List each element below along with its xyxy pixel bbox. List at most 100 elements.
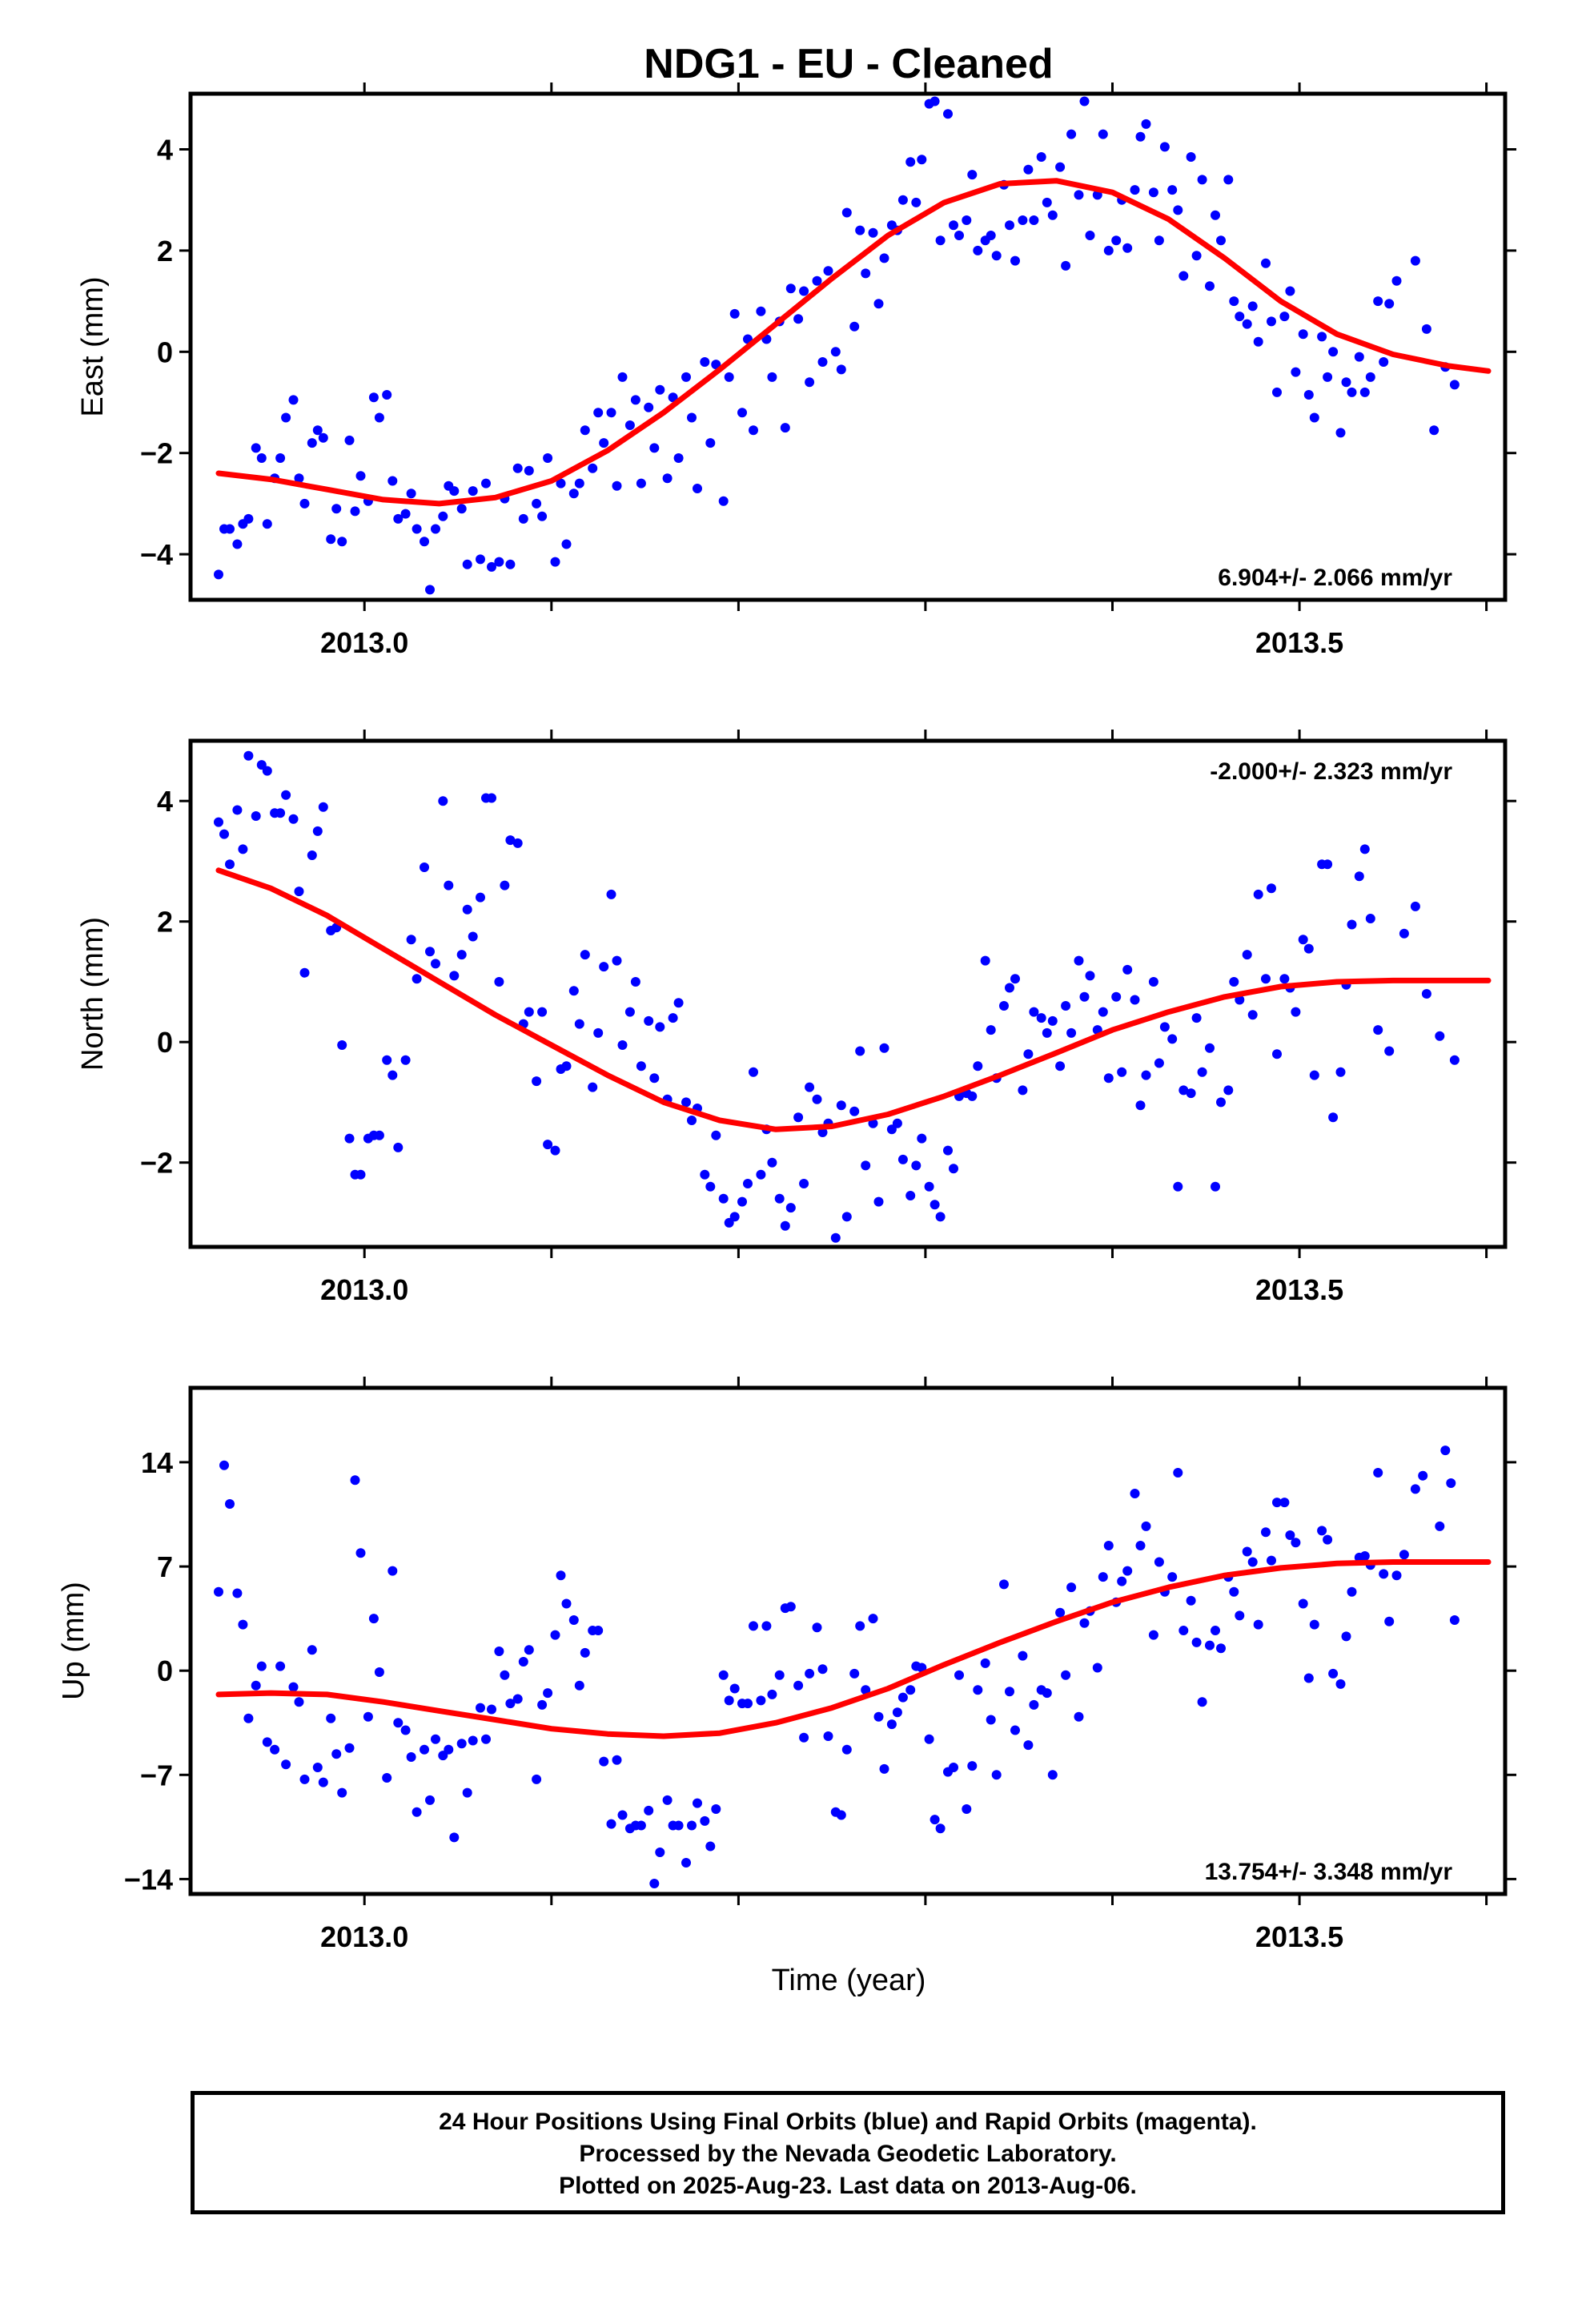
data-point [1309,1070,1319,1080]
chart-title: NDG1 - EU - Cleaned [644,41,1053,87]
data-point [1191,1637,1202,1647]
data-point [1103,1073,1114,1084]
data-point [1261,258,1271,268]
data-point [238,844,248,854]
data-point [476,892,485,903]
data-point [1042,197,1052,207]
data-point [700,1169,710,1180]
data-point [644,1805,654,1815]
data-point [793,1112,804,1123]
data-point [456,504,467,514]
data-point [1117,1067,1127,1077]
data-point [644,1015,654,1026]
panel-east: 2013.0 2013.5 −4 −2 0 2 4 East (mm) 6.904+/- 2.0… [76,82,1516,659]
data-point [368,1614,379,1624]
data-point [999,1579,1009,1590]
data-point [1279,974,1290,984]
data-point [700,357,710,367]
data-point [374,1130,384,1140]
data-point [251,811,261,821]
data-point [1223,175,1234,185]
data-point [1154,235,1164,246]
data-point [1111,991,1122,1002]
data-point [1291,1007,1301,1017]
data-point [1347,919,1357,930]
data-point [624,1007,635,1017]
data-point [1223,1085,1234,1096]
data-point [805,1668,815,1679]
data-point [624,420,635,430]
data-point [331,1749,342,1759]
note-line-3: Plotted on 2025-Aug-23. Last data on 201… [559,2173,1137,2199]
data-point [1205,1640,1215,1651]
data-point [312,826,323,836]
data-point [344,1743,355,1753]
data-point [326,1713,336,1723]
data-point [550,1630,560,1640]
data-point [462,559,472,569]
data-point [905,157,916,167]
data-point [487,1704,496,1715]
y-tick-label: 2 [157,906,173,939]
data-point [1309,412,1319,423]
data-point [1074,955,1084,966]
north-rate-label: -2.000+/- 2.323 mm/yr [1210,758,1452,785]
data-point [1122,243,1133,253]
data-point [705,438,716,448]
data-point [673,998,684,1008]
data-point [1055,162,1066,172]
data-point [749,1621,758,1631]
data-point [943,1145,953,1156]
data-point [1205,281,1215,292]
data-point [861,268,871,279]
data-point [1359,387,1370,397]
data-point [543,453,553,463]
data-point [1235,995,1245,1005]
x-tick-label: 2013.0 [320,626,408,659]
up-model-line [215,1559,1492,1739]
data-point [897,1154,908,1164]
data-point [868,227,878,238]
data-point [243,513,254,524]
data-point [1173,1181,1183,1192]
data-point [599,438,609,448]
data-point [400,1055,411,1065]
data-point [326,534,336,545]
data-point [617,1040,628,1050]
data-point [724,372,734,382]
data-point [262,519,272,529]
data-point [855,1046,865,1056]
data-point [568,1615,579,1625]
data-point [1328,1112,1339,1123]
data-point [705,1181,716,1192]
data-point [1410,1484,1420,1494]
data-point [855,225,865,235]
data-point [393,1142,404,1152]
data-point [1298,935,1308,945]
data-point [1384,1616,1395,1626]
data-point [1018,1651,1028,1661]
data-point [617,372,628,382]
data-point [1410,255,1420,266]
data-point [337,537,347,547]
data-point [1211,1626,1220,1635]
data-point [256,453,267,463]
data-point [214,569,223,580]
data-point [849,321,860,332]
data-point [275,808,286,818]
y-tick-label: 0 [157,1026,173,1059]
data-point [1216,1643,1226,1654]
data-point [1029,1699,1039,1710]
north-points [214,750,1460,1243]
data-point [580,950,590,960]
y-tick-label: −4 [140,538,173,571]
data-point [1449,1615,1460,1625]
data-point [431,1734,440,1744]
data-point [1335,1067,1346,1077]
data-point [1379,1569,1389,1579]
data-point [1148,187,1158,198]
data-point [481,478,491,489]
data-point [1141,1521,1151,1531]
data-point [1365,372,1375,382]
data-point [1272,387,1282,397]
